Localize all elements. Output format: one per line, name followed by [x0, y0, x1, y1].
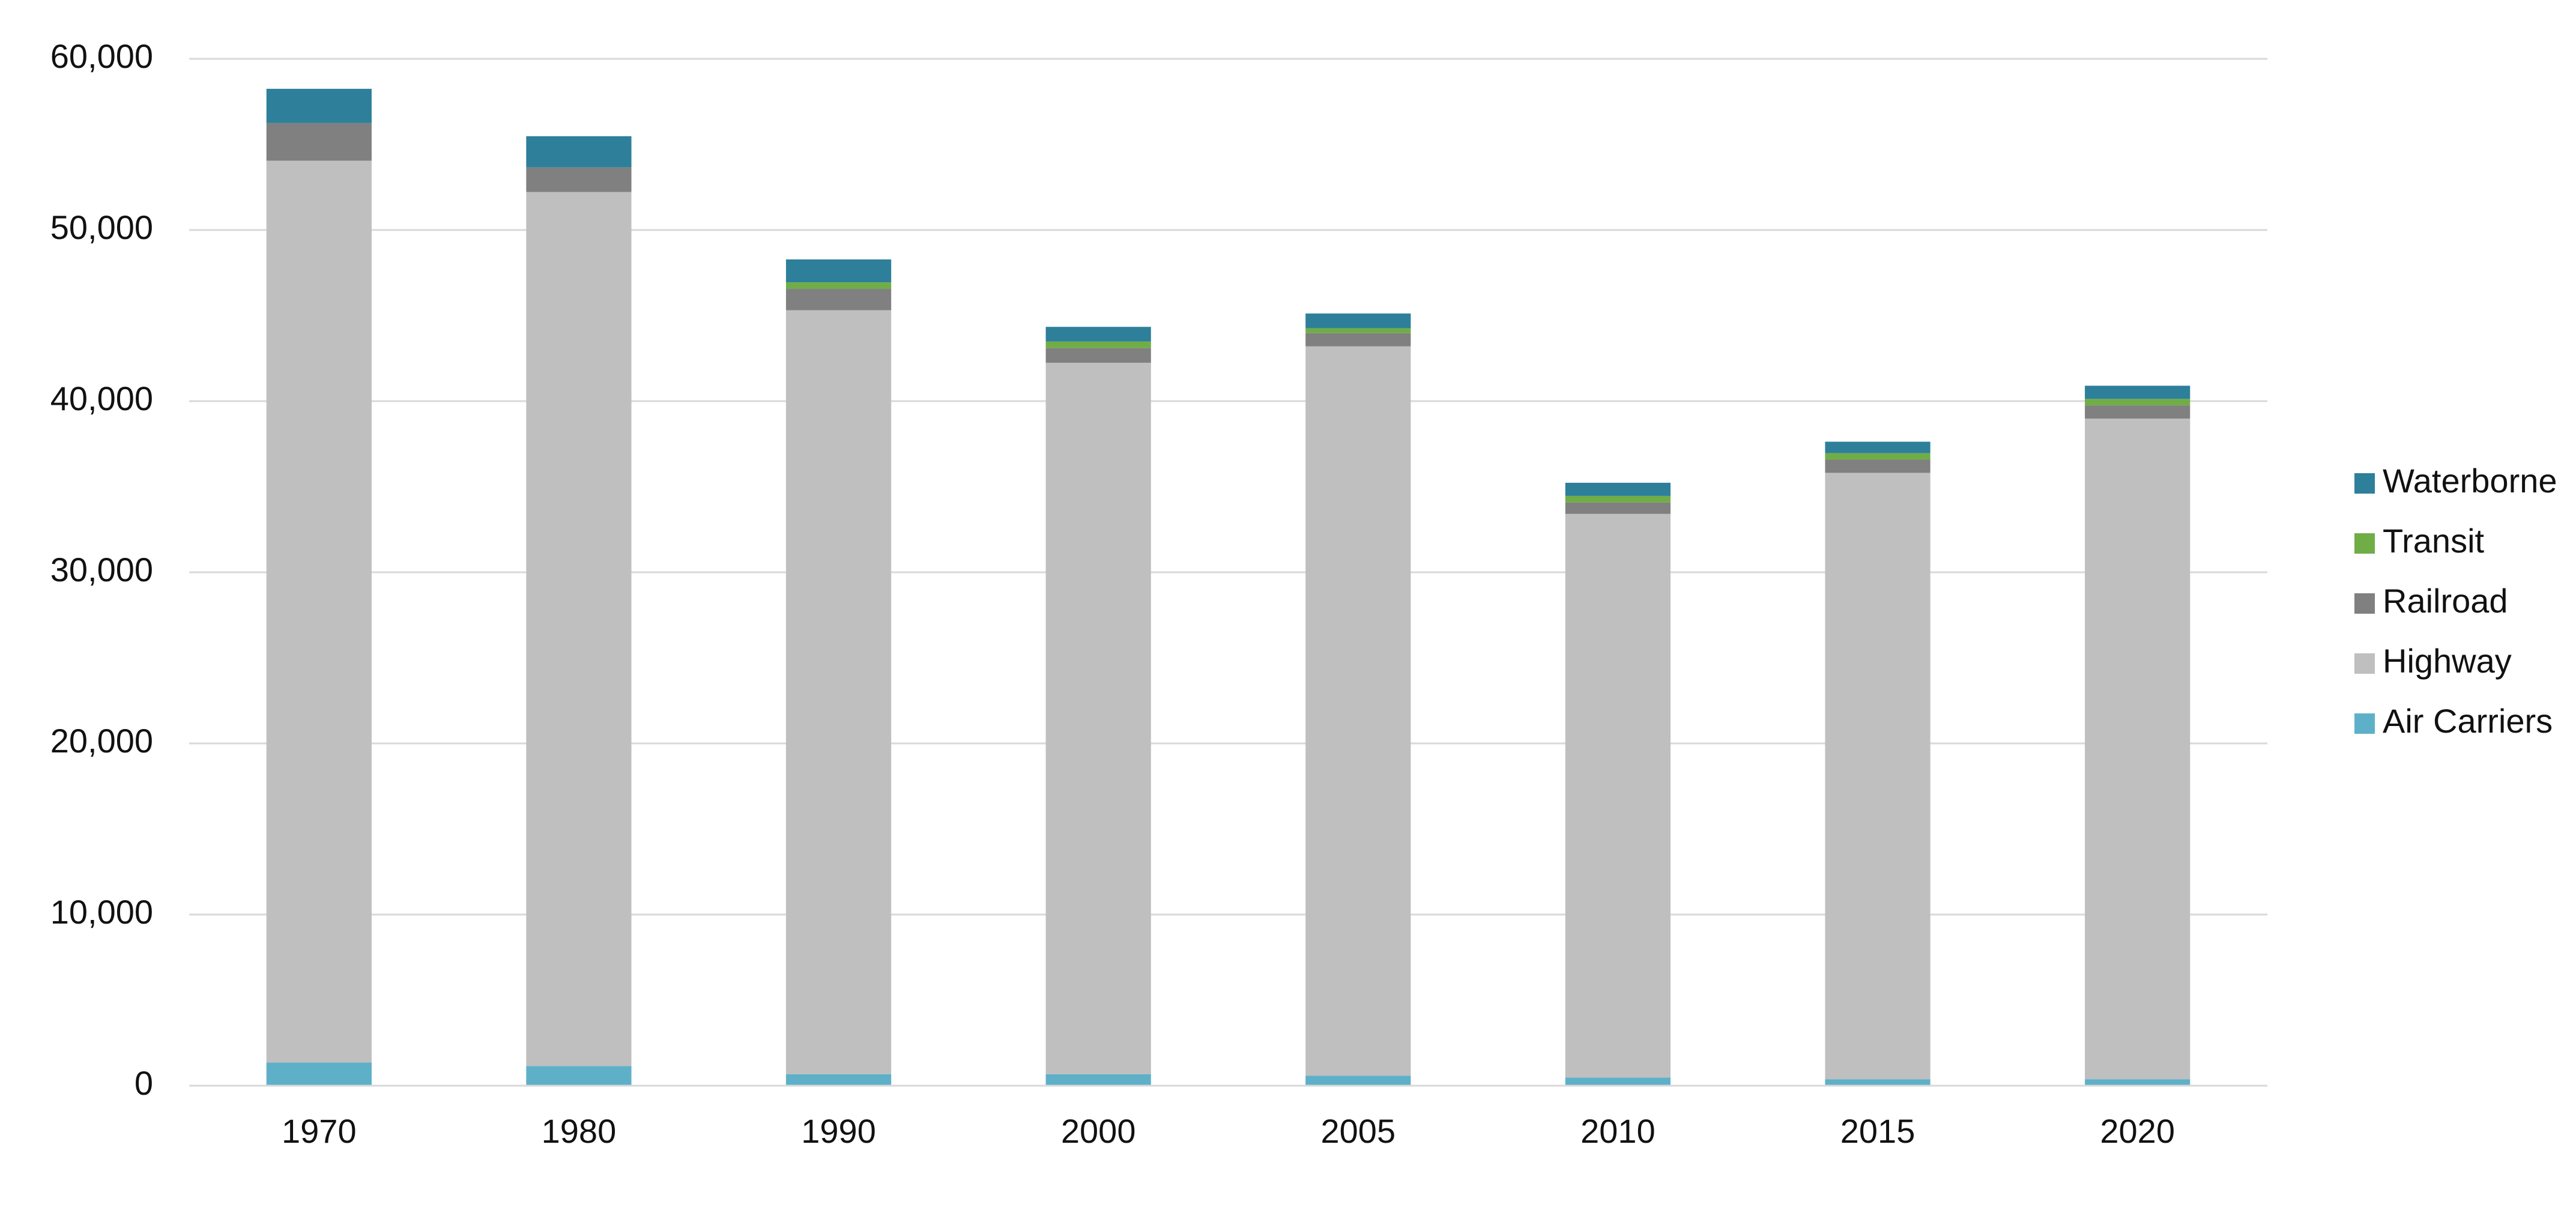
- bar-segment: [1825, 441, 1930, 453]
- bar-segment: [1045, 327, 1151, 342]
- bar-segment: [266, 123, 372, 161]
- bar-segment: [1305, 313, 1411, 328]
- x-tick-label: 2015: [1840, 1112, 1915, 1150]
- bar-segment: [2085, 405, 2191, 419]
- bar-segment: [526, 1066, 632, 1086]
- x-tick-label: 2020: [2100, 1112, 2175, 1150]
- bar-segment: [526, 192, 632, 1066]
- bar-segment: [785, 289, 892, 310]
- bar-segment: [1045, 348, 1151, 363]
- x-tick-label: 1970: [282, 1112, 357, 1150]
- bar-segment: [2085, 386, 2191, 399]
- legend-swatch: [2354, 593, 2375, 614]
- y-tick-label: 20,000: [50, 722, 153, 760]
- bar-segment: [526, 167, 632, 192]
- x-tick-label: 1990: [801, 1112, 876, 1150]
- bar-segment: [1825, 453, 1930, 460]
- bar-segment: [526, 136, 632, 168]
- bar-segment: [1305, 1075, 1411, 1086]
- bar-segment: [1045, 341, 1151, 348]
- bar-segment: [785, 282, 892, 289]
- bar-segment: [1565, 502, 1671, 514]
- bar-segment: [266, 160, 372, 1063]
- legend-swatch: [2354, 533, 2375, 554]
- x-tick-label: 2010: [1580, 1112, 1655, 1150]
- bar-segment: [1305, 346, 1411, 1076]
- y-tick-label: 10,000: [50, 893, 153, 931]
- legend-label: Air Carriers: [2383, 702, 2553, 740]
- y-tick-label: 50,000: [50, 208, 153, 246]
- legend-swatch: [2354, 473, 2375, 494]
- bar-segment: [785, 1074, 892, 1086]
- bar-segment: [1565, 495, 1671, 503]
- y-tick-label: 0: [135, 1064, 153, 1102]
- bar-segment: [1825, 1079, 1930, 1086]
- bar-segment: [1565, 513, 1671, 1078]
- bar-segment: [1565, 482, 1671, 496]
- bar-segment: [1825, 473, 1930, 1080]
- y-tick-label: 60,000: [50, 37, 153, 75]
- bar-segment: [785, 310, 892, 1074]
- bar-segment: [1045, 1074, 1151, 1086]
- legend-label: Railroad: [2383, 582, 2508, 620]
- bar-segment: [1305, 328, 1411, 333]
- bar-segment: [266, 1062, 372, 1086]
- bar-segment: [2085, 419, 2191, 1080]
- bar-segment: [785, 259, 892, 283]
- bar-segment: [2085, 1079, 2191, 1086]
- legend-label: Waterborne: [2383, 462, 2557, 500]
- bar-segment: [1825, 459, 1930, 473]
- y-tick-label: 30,000: [50, 551, 153, 588]
- bar-segment: [1305, 333, 1411, 346]
- legend-swatch: [2354, 653, 2375, 674]
- legend-swatch: [2354, 713, 2375, 734]
- bar-segment: [2085, 399, 2191, 406]
- bar-segment: [266, 88, 372, 123]
- bar-segment: [1045, 363, 1151, 1074]
- x-tick-label: 2000: [1061, 1112, 1136, 1150]
- x-tick-label: 1980: [542, 1112, 617, 1150]
- bar-segment: [1565, 1077, 1671, 1086]
- legend-label: Highway: [2383, 642, 2512, 680]
- legend-label: Transit: [2383, 522, 2485, 560]
- y-tick-label: 40,000: [50, 380, 153, 417]
- x-tick-label: 2005: [1321, 1112, 1396, 1150]
